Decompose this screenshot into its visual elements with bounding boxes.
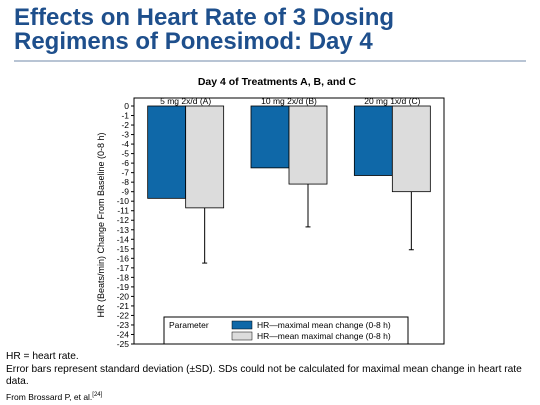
legend-title: Parameter: [169, 320, 209, 330]
y-tick-label: -5: [121, 149, 129, 159]
legend-label-maximal-mean: HR—maximal mean change (0-8 h): [257, 320, 391, 330]
footnote-abbreviation: HR = heart rate.: [6, 351, 79, 362]
y-tick-label: -21: [117, 301, 130, 311]
y-tick-label: -15: [117, 244, 130, 254]
y-tick-label: -9: [121, 187, 129, 197]
footnote-source: From Brossard P, et al.[24]: [6, 389, 534, 404]
y-tick-label: -18: [117, 272, 130, 282]
bar-maximal-mean-change: [353, 105, 393, 176]
category-label: 20 mg 1x/d (C): [364, 96, 420, 106]
y-tick-label: -12: [117, 215, 130, 225]
bar-maximal-mean-change: [147, 105, 187, 199]
source-reference: [24]: [92, 391, 103, 398]
category-label: 5 mg 2x/d (A): [160, 96, 211, 106]
bar-mean-maximal-change: [288, 105, 328, 185]
slide-title: Effects on Heart Rate of 3 Dosing Regime…: [14, 6, 524, 54]
y-tick-label: -17: [117, 263, 130, 273]
source-text: From Brossard P, et al.: [6, 391, 93, 402]
category-label: 10 mg 2x/d (B): [261, 96, 317, 106]
y-tick-label: 0: [124, 101, 129, 111]
y-tick-label: -22: [117, 310, 130, 320]
y-tick-label: -4: [121, 139, 129, 149]
y-tick-label: -25: [117, 339, 130, 349]
y-tick-label: -16: [117, 253, 130, 263]
legend-box: [163, 316, 409, 345]
y-tick-label: -11: [117, 206, 129, 216]
footnote-error-bars: Error bars represent standard deviation …: [6, 363, 522, 388]
y-tick-label: -1: [121, 111, 129, 121]
y-tick-label: -19: [117, 282, 130, 292]
y-tick-label: -24: [117, 329, 130, 339]
y-tick-label: -14: [117, 234, 130, 244]
title-divider: [14, 60, 526, 62]
chart-title: Day 4 of Treatments A, B, and C: [198, 76, 357, 88]
y-tick-label: -3: [121, 130, 129, 140]
y-tick-label: -10: [117, 196, 130, 206]
y-tick-label: -2: [121, 120, 129, 130]
legend: Parameter HR—maximal mean change (0-8 h)…: [163, 316, 409, 345]
legend-label-mean-maximal: HR—mean maximal change (0-8 h): [257, 331, 391, 341]
y-tick-label: -8: [121, 177, 129, 187]
y-tick-label: -23: [117, 320, 130, 330]
bar-mean-maximal-change: [185, 105, 225, 209]
y-tick-label: -7: [121, 168, 129, 178]
slide-title-line-2: Regimens of Ponesimod: Day 4: [14, 28, 373, 55]
bar-maximal-mean-change: [250, 105, 290, 169]
legend-swatch-maximal-mean: [231, 320, 253, 330]
footnotes: HR = heart rate. Error bars represent st…: [6, 351, 534, 403]
y-axis-label: HR (Beats/min) Change From Baseline (0-8…: [96, 132, 106, 317]
bar-mean-maximal-change: [391, 105, 431, 193]
y-tick-label: -13: [117, 225, 130, 235]
legend-swatch-mean-maximal: [231, 331, 253, 341]
y-tick-label: -20: [117, 291, 130, 301]
slide-title-line-1: Effects on Heart Rate of 3 Dosing: [14, 4, 395, 31]
y-tick-label: -6: [121, 158, 129, 168]
